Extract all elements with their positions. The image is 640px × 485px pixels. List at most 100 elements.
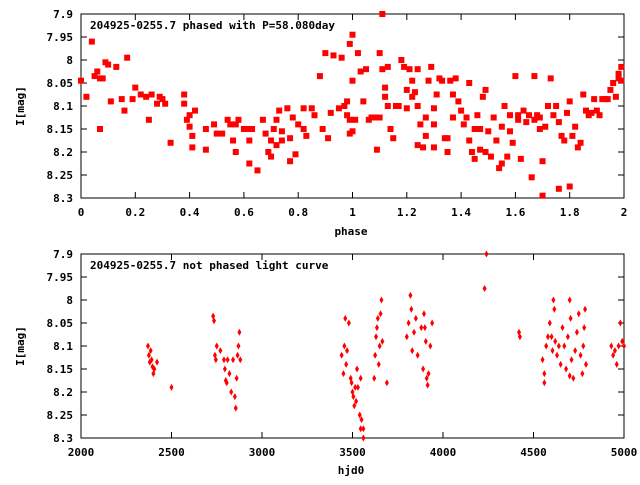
phased-data-point — [186, 123, 193, 130]
phased-data-point — [189, 144, 196, 151]
phased-data-point — [276, 107, 283, 114]
phased-data-point — [409, 77, 416, 84]
phased-data-point — [531, 73, 538, 80]
unphased-data-point — [567, 372, 572, 380]
unphased-data-point — [339, 351, 344, 359]
phased-data-point — [273, 142, 280, 149]
unphased-data-point — [152, 365, 157, 373]
phased-data-point — [327, 109, 334, 116]
unphased-data-point — [359, 416, 364, 424]
phased-data-point — [308, 105, 315, 112]
unphased-data-point — [234, 374, 239, 382]
phased-data-point — [414, 66, 421, 73]
phased-data-point — [596, 112, 603, 119]
unphased-data-point — [227, 370, 232, 378]
phased-data-point — [349, 77, 356, 84]
phased-x-tick-label: 0 — [78, 206, 85, 219]
unphased-data-point — [553, 337, 558, 345]
phased-data-point — [577, 139, 584, 146]
unphased-data-point — [232, 393, 237, 401]
phased-data-point — [167, 139, 174, 146]
unphased-data-point — [424, 374, 429, 382]
phased-data-point — [254, 167, 261, 174]
unphased-data-point — [413, 314, 418, 322]
unphased-x-tick-label: 4000 — [430, 446, 457, 459]
unphased-y-tick-label: 8.05 — [47, 317, 74, 330]
phased-data-point — [517, 155, 524, 162]
phased-data-point — [477, 126, 484, 132]
unphased-data-point — [574, 328, 579, 336]
unphased-data-point — [357, 411, 362, 419]
phased-data-point — [181, 91, 188, 98]
phased-data-point — [496, 165, 503, 172]
phased-data-point — [615, 70, 622, 77]
phased-data-point — [550, 112, 557, 119]
unphased-data-point — [583, 360, 588, 368]
unphased-data-point — [581, 342, 586, 350]
unphased-data-point — [149, 356, 154, 364]
phased-data-point — [371, 114, 378, 121]
unphased-y-tick-label: 8.25 — [47, 409, 74, 422]
unphased-data-point — [214, 342, 219, 350]
phased-data-point — [593, 107, 600, 114]
phased-data-point — [113, 63, 120, 70]
phased-data-point — [574, 144, 581, 151]
phased-data-point — [458, 107, 465, 114]
unphased-data-point — [408, 291, 413, 299]
phased-data-point — [542, 123, 549, 130]
unphased-x-tick-label: 5000 — [611, 446, 638, 459]
phased-data-point — [509, 139, 516, 146]
phased-data-point — [352, 116, 359, 123]
unphased-data-point — [421, 310, 426, 318]
phased-data-point — [219, 130, 226, 137]
unphased-data-point — [218, 347, 223, 355]
unphased-data-point — [406, 319, 411, 327]
phased-data-point — [227, 121, 234, 128]
unphased-data-point — [341, 370, 346, 378]
phased-data-point — [520, 107, 527, 114]
unphased-data-point — [580, 370, 585, 378]
unphased-data-point — [236, 342, 241, 350]
unphased-data-point — [415, 351, 420, 359]
phased-data-point — [344, 98, 351, 105]
unphased-data-point — [571, 374, 576, 382]
phased-data-point — [493, 137, 500, 144]
phased-data-point — [553, 103, 560, 109]
phased-data-point — [547, 75, 554, 82]
phased-data-point — [591, 96, 598, 103]
unphased-data-point — [148, 347, 153, 355]
phased-data-point — [354, 50, 361, 57]
unphased-data-point — [517, 333, 522, 341]
phased-y-tick-label: 8.1 — [53, 100, 73, 113]
unphased-y-tick-label: 7.9 — [53, 248, 73, 261]
phased-x-tick-label: 1.6 — [505, 206, 525, 219]
unphased-data-point — [425, 381, 430, 389]
phased-data-point — [143, 93, 150, 100]
unphased-chart-title: 204925-0255.7 not phased light curve — [90, 259, 329, 272]
unphased-data-point — [545, 333, 550, 341]
unphased-data-point — [344, 360, 349, 368]
unphased-y-tick-label: 8 — [66, 294, 73, 307]
phased-y-tick-label: 8.3 — [53, 192, 73, 205]
phased-data-point — [292, 151, 299, 158]
unphased-x-tick-label: 3000 — [249, 446, 276, 459]
phased-data-point — [94, 68, 101, 75]
unphased-data-point — [550, 347, 555, 355]
phased-data-point — [88, 38, 95, 45]
phased-data-point — [515, 112, 522, 119]
unphased-data-point — [558, 360, 563, 368]
unphased-x-tick-label: 2500 — [158, 446, 185, 459]
phased-data-point — [536, 126, 543, 132]
phased-data-point — [232, 149, 239, 155]
phased-data-point — [555, 119, 562, 126]
unphased-data-point — [229, 388, 234, 396]
phased-data-point — [430, 105, 437, 112]
unphased-data-point — [482, 285, 487, 292]
unphased-data-point — [361, 425, 366, 433]
unphased-data-point — [573, 347, 578, 355]
phased-data-point — [246, 160, 253, 167]
phased-data-point — [539, 192, 546, 199]
phased-data-point — [132, 84, 139, 91]
phased-data-point — [566, 183, 573, 190]
unphased-data-point — [583, 305, 588, 313]
